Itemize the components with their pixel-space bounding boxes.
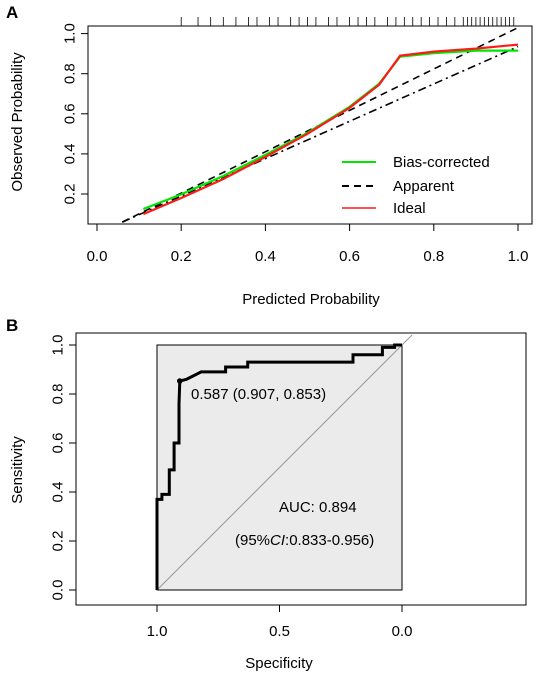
roc-x-tick-label: 0.0: [392, 623, 413, 640]
calibration-y-axis-title: Observed Probability: [9, 52, 26, 192]
calibration-y-tick-label: 0.2: [62, 184, 79, 205]
roc-chance-diagonal: [156, 334, 413, 591]
calibration-x-tick-label: 0.4: [255, 248, 276, 265]
calibration-plot: 0.2 0.4 0.6 0.8 1.0 0.0 0.2 0.4 0.6 0.8 1.0 Predi…: [9, 17, 533, 308]
calibration-x-axis-title: Predicted Probability: [242, 291, 380, 308]
calibration-series-ideal-diagonal: [121, 45, 519, 223]
roc-ci-rest: :0.833-0.956): [285, 532, 374, 549]
roc-threshold-point: [176, 378, 183, 384]
roc-plot: 0.0 0.2 0.4 0.6 0.8 1.0 1.0 0.5 0.0 0.587 (0.90…: [9, 332, 527, 672]
calibration-x-tick-label: 0.2: [171, 248, 192, 265]
roc-x-tick-label: 1.0: [147, 623, 168, 640]
roc-ci-label: (95%CI:0.833-0.956): [235, 532, 374, 549]
roc-plot-frame: [75, 332, 527, 606]
calibration-series-bias-corrected: [142, 49, 518, 211]
calibration-lines: [121, 26, 519, 223]
panel-b-label: B: [6, 316, 18, 335]
calibration-y-axis: 0.2 0.4 0.6 0.8 1.0: [62, 23, 88, 205]
calibration-plot-frame: [87, 25, 533, 225]
roc-ci-italic: CI: [270, 532, 285, 549]
roc-threshold-label: 0.587 (0.907, 0.853): [191, 386, 326, 403]
roc-auc-label: AUC: 0.894: [279, 499, 357, 516]
roc-x-tick-label: 0.5: [269, 623, 290, 640]
roc-y-tick-label: 0.8: [50, 384, 67, 405]
panel-a-label: A: [6, 3, 18, 22]
calibration-y-tick-label: 1.0: [62, 23, 79, 44]
calibration-y-tick-label: 0.6: [62, 103, 79, 124]
calibration-x-tick-label: 1.0: [508, 248, 529, 265]
roc-y-tick-label: 0.4: [50, 482, 67, 503]
roc-y-tick-label: 0.2: [50, 531, 67, 552]
roc-y-tick-label: 0.6: [50, 433, 67, 454]
calibration-series-ideal: [142, 43, 519, 216]
roc-y-tick-label: 1.0: [50, 335, 67, 356]
calibration-x-tick-label: 0.0: [87, 248, 108, 265]
calibration-x-tick-label: 0.6: [339, 248, 360, 265]
roc-curve: [155, 343, 402, 590]
calibration-rug: [180, 17, 515, 26]
roc-y-axis: 0.0 0.2 0.4 0.6 0.8 1.0: [50, 335, 76, 601]
roc-x-axis: 1.0 0.5 0.0: [147, 605, 413, 640]
legend-label-apparent: Apparent: [393, 178, 455, 195]
calibration-y-tick-label: 0.8: [62, 63, 79, 84]
calibration-y-tick-label: 0.4: [62, 143, 79, 164]
roc-ci-open: (95%: [235, 532, 270, 549]
roc-y-axis-title: Sensitivity: [9, 436, 26, 504]
legend-label-bias-corrected: Bias-corrected: [393, 154, 490, 171]
calibration-x-axis: 0.0 0.2 0.4 0.6 0.8 1.0: [87, 224, 529, 265]
roc-lines: [155, 334, 413, 591]
roc-x-axis-title: Specificity: [245, 655, 313, 672]
calibration-legend: Bias-corrected Apparent Ideal: [342, 154, 490, 217]
legend-label-ideal: Ideal: [393, 200, 426, 217]
calibration-x-tick-label: 0.8: [423, 248, 444, 265]
roc-y-tick-label: 0.0: [50, 580, 67, 601]
